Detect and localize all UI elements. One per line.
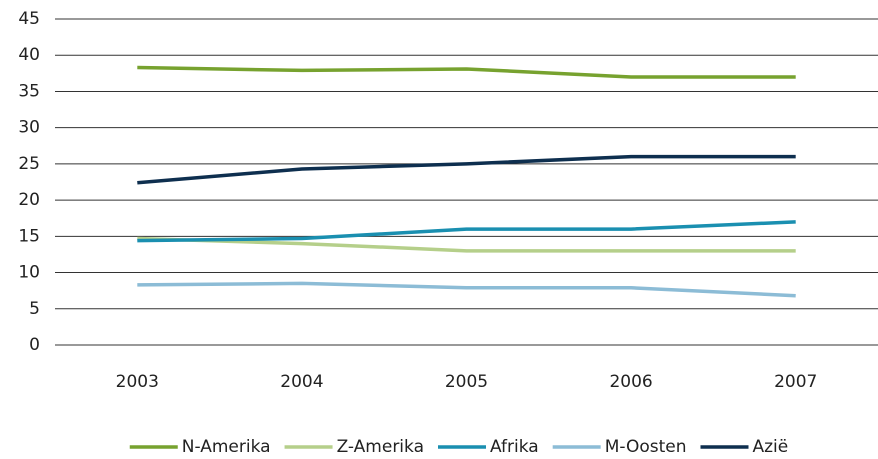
- x-tick-label: 2005: [445, 372, 488, 392]
- y-tick-label: 5: [29, 299, 40, 319]
- y-tick-label: 35: [18, 81, 40, 101]
- series-line: [137, 220, 796, 243]
- x-tick-label: 2004: [280, 372, 323, 392]
- y-tick-label: 20: [18, 190, 40, 210]
- series-line: [137, 65, 796, 79]
- y-tick-label: 15: [18, 226, 40, 246]
- legend-label: Azië: [753, 437, 789, 457]
- series-line: [137, 236, 796, 253]
- y-tick-label: 45: [18, 9, 40, 29]
- y-tick-label: 25: [18, 154, 40, 174]
- legend-label: N-Amerika: [182, 437, 271, 457]
- y-tick-label: 10: [18, 263, 40, 283]
- legend-label: Z-Amerika: [337, 437, 424, 457]
- x-tick-label: 2003: [116, 372, 159, 392]
- x-tick-label: 2007: [774, 372, 817, 392]
- legend-label: Afrika: [490, 437, 539, 457]
- legend-label: M-Oosten: [605, 437, 687, 457]
- series-line: [137, 281, 796, 298]
- series-line: [137, 154, 796, 185]
- y-tick-label: 40: [18, 45, 40, 65]
- y-tick-label: 0: [29, 335, 40, 355]
- x-tick-label: 2006: [609, 372, 652, 392]
- y-tick-label: 30: [18, 118, 40, 138]
